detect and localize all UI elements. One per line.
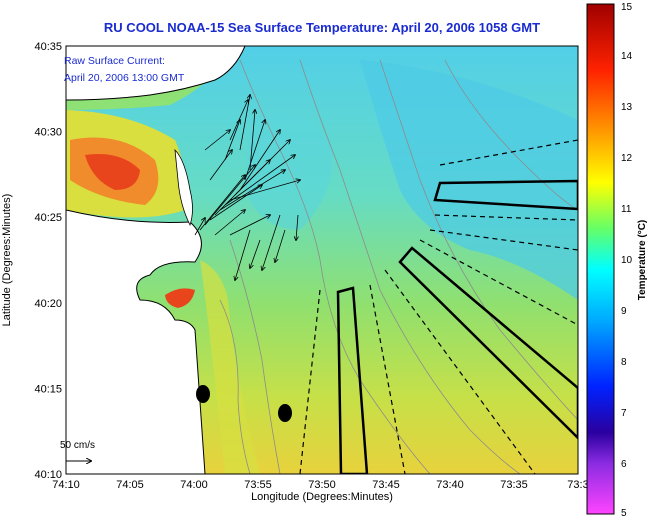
current-vector	[224, 155, 295, 206]
colorbar-tick-label: 7	[621, 408, 627, 419]
current-vector	[219, 170, 285, 211]
sampling-box-south	[336, 286, 369, 474]
colorbar-tick-label: 13	[621, 102, 633, 113]
colorbar-tick-label: 11	[621, 204, 632, 215]
current-vector	[250, 239, 261, 268]
x-tick-label: 74:10	[52, 479, 80, 491]
y-tick-labels: 40:35 40:30 40:25 40:20 40:15 40:10	[34, 41, 62, 481]
sampling-box-east	[433, 179, 578, 211]
current-vector	[199, 175, 245, 231]
current-vector	[209, 185, 262, 221]
hot-spot	[165, 288, 195, 308]
bathymetry-contours	[219, 59, 578, 474]
y-tick-label: 40:15	[34, 383, 62, 395]
x-tick-label: 74:05	[116, 479, 144, 491]
colorbar-tick-labels: 15 14 13 12 11 10 9 8 7 6 5	[621, 2, 633, 519]
land-mass-north	[66, 46, 246, 101]
map-area	[66, 46, 578, 474]
current-vector	[209, 150, 232, 181]
current-vector	[204, 130, 230, 151]
sampling-box-southeast	[398, 246, 578, 440]
x-tick-label: 73:3	[567, 479, 588, 491]
scale-label: 50 cm/s	[60, 440, 95, 451]
map-title: RU COOL NOAA-15 Sea Surface Temperature:…	[104, 20, 540, 35]
y-tick-label: 40:10	[34, 469, 62, 481]
current-vector	[194, 218, 205, 236]
x-axis-label: Longitude (Degrees:Minutes)	[251, 491, 393, 503]
cool-water-patch	[360, 60, 578, 300]
station-marker	[196, 385, 210, 403]
x-tick-label: 73:45	[372, 479, 400, 491]
current-vector	[214, 210, 245, 236]
x-tick-label: 73:50	[308, 479, 336, 491]
current-vector	[275, 229, 286, 262]
x-tick-label: 73:55	[244, 479, 272, 491]
current-vector	[262, 214, 281, 270]
current-vector	[244, 120, 265, 181]
current-vector	[249, 110, 255, 171]
station-marker	[278, 404, 292, 422]
colorbar-tick-label: 8	[621, 357, 627, 368]
colorbar-label: Temperature (°C)	[637, 220, 648, 301]
colorbar-tick-label: 12	[621, 153, 633, 164]
surface-current-vectors	[194, 95, 300, 280]
y-tick-label: 40:20	[34, 298, 62, 310]
current-vector	[229, 215, 270, 236]
colorbar-tick-label: 10	[621, 255, 633, 266]
hot-spot	[85, 154, 140, 190]
y-tick-label: 40:30	[34, 127, 62, 139]
current-vector	[235, 229, 251, 280]
current-note-line1: Raw Surface Current:	[64, 55, 165, 67]
sampling-boxes	[336, 179, 578, 474]
current-vector	[239, 130, 280, 191]
x-tick-label: 73:35	[500, 479, 528, 491]
coastal-water	[200, 260, 260, 474]
land-mass-coast	[66, 209, 206, 474]
cool-water-patch	[245, 113, 332, 230]
x-tick-label: 74:00	[180, 479, 208, 491]
sandy-hook-spit	[174, 148, 193, 227]
radial-transect-lines	[299, 139, 578, 474]
colorbar-tick-label: 14	[621, 51, 633, 62]
current-note-line2: April 20, 2006 13:00 GMT	[64, 72, 185, 84]
colorbar-tick-label: 15	[621, 2, 633, 13]
y-tick-label: 40:35	[34, 41, 62, 53]
map-frame	[65, 45, 579, 475]
y-tick-label: 40:25	[34, 212, 62, 224]
current-vector	[234, 140, 290, 196]
current-vector	[224, 120, 240, 161]
colorbar-tick-label: 6	[621, 459, 627, 470]
colorbar-tick-label: 5	[621, 508, 627, 519]
current-vector	[229, 180, 300, 201]
current-vector	[296, 214, 298, 240]
temperature-colorbar	[586, 3, 615, 515]
colorbar-tick-label: 9	[621, 306, 627, 317]
x-tick-label: 73:40	[436, 479, 464, 491]
y-axis-label: Latitude (Degrees:Minutes)	[1, 194, 13, 327]
x-tick-labels: 74:10 74:05 74:00 73:55 73:50 73:45 73:40 73:35…	[52, 479, 588, 491]
